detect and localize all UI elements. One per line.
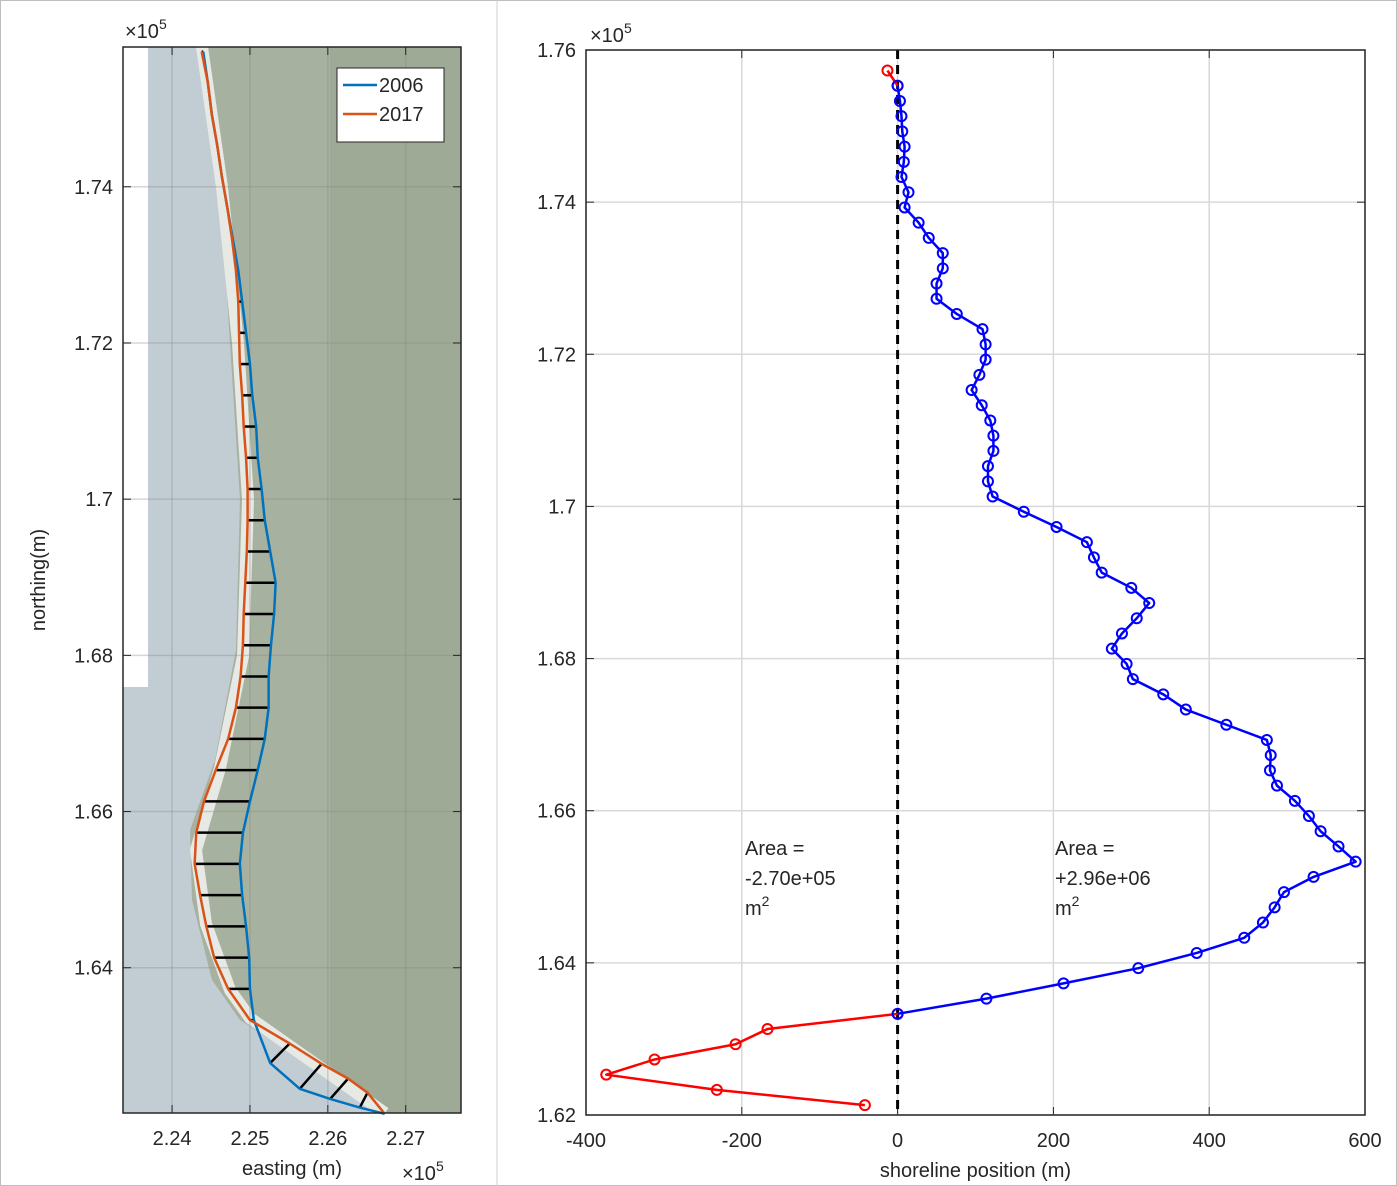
y-tick-label: 1.72	[74, 333, 113, 355]
x-axis-label: shoreline position (m)	[880, 1160, 1071, 1182]
y-tick-label: 1.62	[537, 1105, 576, 1127]
x-tick-label: 400	[1193, 1130, 1226, 1152]
annotation-text: m	[1055, 898, 1072, 920]
y-tick-label: 1.7	[548, 496, 576, 518]
annotation-superscript: 2	[762, 893, 770, 909]
y-tick-label: 1.74	[537, 192, 576, 214]
multiplier-base: ×10	[402, 1163, 436, 1185]
x-tick-label: 0	[892, 1130, 903, 1152]
land-dark	[330, 47, 461, 1113]
annotation: Area =	[1055, 838, 1114, 860]
multiplier-exponent: 5	[159, 16, 167, 32]
x-tick-label: 600	[1348, 1130, 1381, 1152]
x-tick-label: 2.27	[386, 1128, 425, 1150]
x-tick-label: 2.24	[153, 1128, 192, 1150]
x-axis-label: easting (m)	[242, 1158, 342, 1180]
y-tick-label: 1.64	[537, 953, 576, 975]
x-tick-label: -400	[566, 1130, 606, 1152]
x-tick-label: 200	[1037, 1130, 1070, 1152]
y-tick-label: 1.74	[74, 177, 113, 199]
legend-label: 2017	[379, 104, 424, 126]
y-axis-label: northing(m)	[28, 529, 50, 631]
multiplier-exponent: 5	[436, 1158, 444, 1174]
aerial-background	[123, 47, 461, 1113]
y-tick-label: 1.66	[74, 802, 113, 824]
y-tick-label: 1.76	[537, 40, 576, 62]
y-tick-label: 1.72	[537, 344, 576, 366]
y-tick-label: 1.7	[85, 489, 113, 511]
multiplier-base: ×10	[125, 21, 159, 43]
figure: 2.242.252.262.271.641.661.681.71.721.74e…	[0, 0, 1397, 1186]
no-data	[123, 47, 148, 687]
y-tick-label: 1.68	[74, 645, 113, 667]
annotation: -2.70e+05	[745, 868, 836, 890]
x-tick-label: 2.25	[230, 1128, 269, 1150]
x-tick-label: 2.26	[308, 1128, 347, 1150]
annotation-text: m	[745, 898, 762, 920]
legend-label: 2006	[379, 75, 424, 97]
annotation: Area =	[745, 838, 804, 860]
multiplier-exponent: 5	[624, 20, 632, 36]
x-tick-label: -200	[722, 1130, 762, 1152]
annotation-superscript: 2	[1072, 893, 1080, 909]
annotation: +2.96e+06	[1055, 868, 1151, 890]
y-tick-label: 1.68	[537, 649, 576, 671]
y-tick-label: 1.64	[74, 958, 113, 980]
y-tick-label: 1.66	[537, 801, 576, 823]
multiplier-base: ×10	[590, 25, 624, 47]
